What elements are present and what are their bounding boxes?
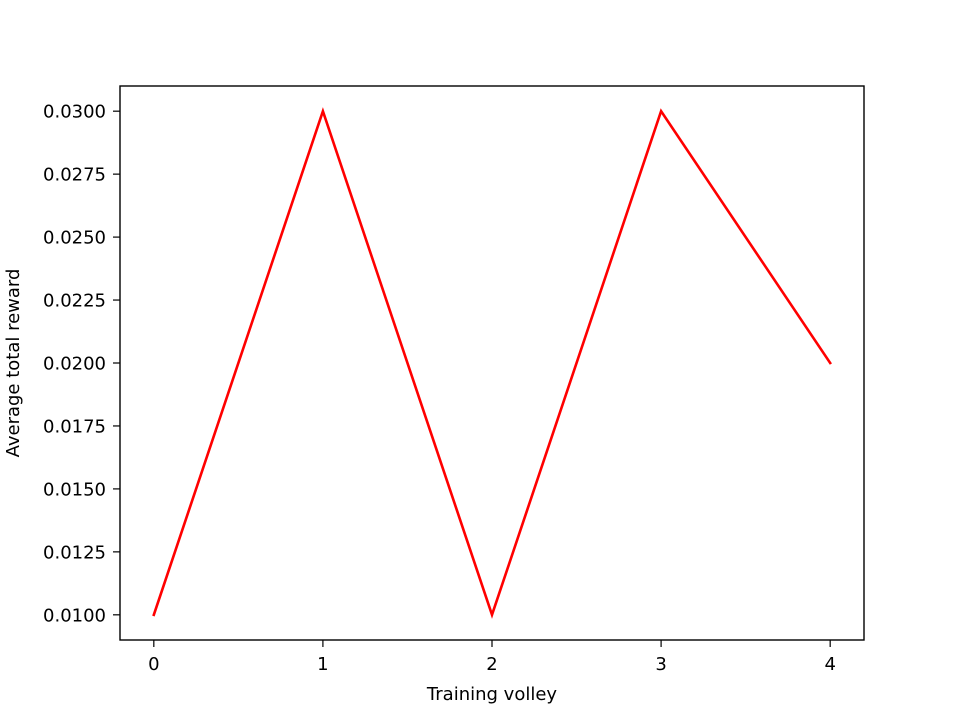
y-tick-label: 0.0300 — [43, 102, 106, 123]
plot-area — [120, 86, 864, 640]
y-tick-label: 0.0125 — [43, 542, 106, 563]
y-axis-label: Average total reward — [3, 269, 24, 458]
x-tick-label: 3 — [655, 654, 666, 675]
plot-frame — [119, 85, 865, 641]
y-tick-label: 0.0250 — [43, 228, 106, 249]
y-tick-label: 0.0200 — [43, 354, 106, 375]
ticks-layer: 0 1 2 3 4 0.0100 0.0125 0.0150 0.0175 0.0200 0.022… — [43, 102, 836, 675]
x-tick-label: 1 — [317, 654, 328, 675]
series-line-0 — [152, 107, 832, 619]
y-tick-label: 0.0175 — [43, 416, 106, 437]
y-tick-label: 0.0275 — [43, 165, 106, 186]
x-tick-label: 0 — [148, 654, 159, 675]
series-layer — [152, 107, 832, 619]
y-tick-label: 0.0100 — [43, 605, 106, 626]
y-tick-label: 0.0225 — [43, 291, 106, 312]
x-tick-label: 4 — [824, 654, 835, 675]
y-tick-label: 0.0150 — [43, 479, 106, 500]
x-axis-label: Training volley — [426, 684, 557, 705]
x-tick-label: 2 — [486, 654, 497, 675]
